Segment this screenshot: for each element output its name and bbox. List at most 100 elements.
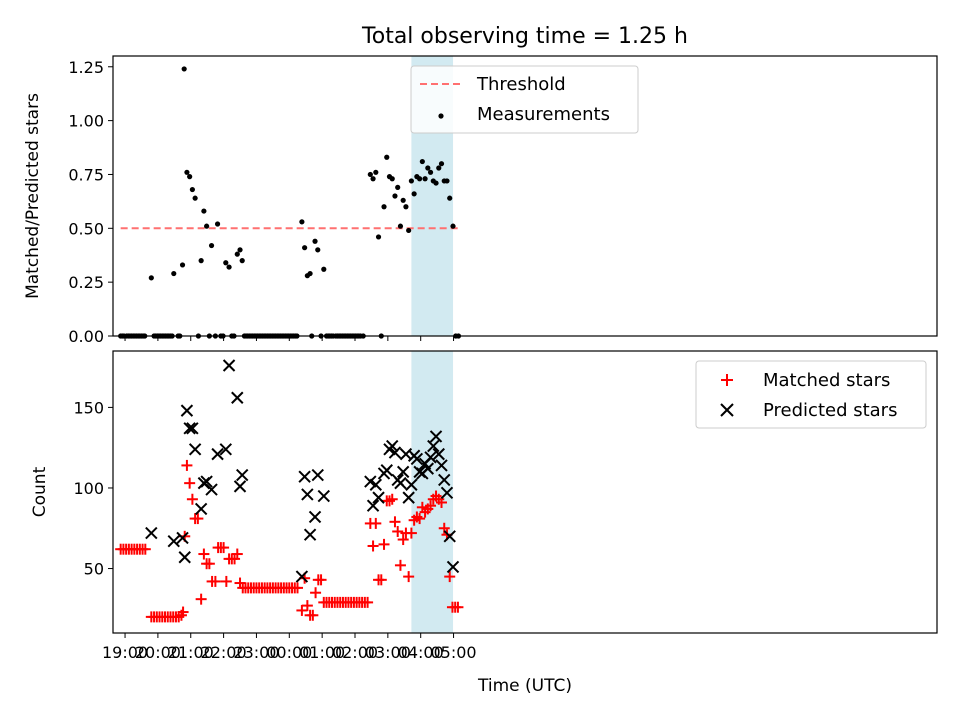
legend-threshold-label: Threshold — [476, 74, 566, 95]
measurement-point — [384, 154, 390, 160]
predicted-star-point — [429, 430, 443, 443]
measurement-point — [239, 258, 245, 264]
predicted-star-point — [180, 404, 194, 417]
predicted-star-point — [205, 483, 218, 496]
predicted-star-point — [394, 476, 407, 490]
matched-star-point — [392, 525, 404, 537]
predicted-star-point — [303, 528, 317, 541]
measurement-point — [450, 223, 456, 229]
measurement-point — [223, 260, 229, 266]
measurement-point — [189, 186, 195, 193]
measurement-point — [204, 223, 210, 229]
measurement-point — [237, 247, 243, 253]
matched-star-point — [186, 493, 198, 505]
matched-star-point — [218, 542, 230, 554]
measurement-point — [433, 180, 439, 186]
matched-star-point — [444, 571, 456, 583]
measurement-point — [422, 176, 428, 182]
x-tick-label: 04:00 — [398, 643, 444, 662]
predicted-star-point — [311, 468, 324, 482]
measurement-point — [148, 275, 154, 281]
measurement-point — [406, 227, 412, 234]
measurement-point — [381, 204, 387, 210]
measurement-point — [400, 197, 406, 203]
matched-star-point — [362, 596, 374, 608]
ratio-y-ticks: 0.00 0.25 0.50 0.75 1.00 1.25 — [68, 58, 113, 346]
matched-star-point — [405, 527, 417, 539]
predicted-star-point — [145, 526, 158, 540]
predicted-star-point — [178, 551, 191, 564]
matched-star-point — [394, 559, 406, 571]
measurement-point — [417, 176, 423, 182]
measurement-point — [411, 191, 417, 197]
legend-matched-swatch — [721, 374, 733, 386]
y-tick-label: 1.00 — [68, 112, 104, 131]
predicted-star-point — [200, 475, 213, 488]
predicted-star-point — [183, 422, 196, 435]
ratio-points-group — [118, 66, 462, 339]
predicted-star-point — [396, 465, 410, 479]
matched-star-point — [378, 538, 390, 550]
ratio-panel: 0.00 0.25 0.50 0.75 1.00 1.25 Matched/Predict… — [23, 55, 938, 346]
measurement-point — [392, 193, 398, 199]
matched-star-point — [181, 459, 193, 471]
x-tick-label: 21:00 — [168, 643, 214, 662]
measurement-point — [201, 208, 207, 214]
measurement-point — [444, 178, 450, 184]
matched-star-point — [307, 609, 319, 621]
matched-star-point — [139, 543, 151, 555]
measurement-point — [181, 66, 187, 72]
predicted-star-point — [440, 486, 454, 500]
predicted-star-point — [308, 510, 322, 524]
matched-star-point — [370, 517, 382, 529]
matched-star-point — [209, 575, 221, 587]
x-tick-label: 22:00 — [201, 643, 247, 662]
y-tick-label: 150 — [73, 398, 104, 417]
count-legend-box — [695, 360, 927, 429]
predicted-star-point — [366, 499, 380, 512]
matched-star-point — [389, 516, 401, 528]
measurement-point — [307, 270, 313, 277]
measurement-point — [447, 195, 453, 201]
measurement-point — [408, 178, 414, 184]
legend-measurements-swatch — [438, 113, 444, 119]
predicted-star-point — [233, 480, 247, 493]
predicted-star-point — [301, 488, 314, 501]
predicted-star-point — [372, 491, 385, 504]
matched-star-point — [195, 593, 207, 605]
count-x-ticks: 19:0020:0021:0022:0023:0000:0001:0002:00… — [102, 633, 477, 662]
matched-star-point — [425, 500, 437, 512]
x-tick-label: 03:00 — [365, 643, 411, 662]
measurement-point — [373, 169, 379, 175]
measurement-point — [397, 223, 404, 229]
x-tick-label: 05:00 — [430, 643, 476, 662]
matched-star-point — [310, 587, 322, 599]
predicted-star-point — [435, 459, 448, 472]
x-tick-label: 00:00 — [266, 643, 312, 662]
matched-star-point — [403, 571, 415, 583]
measurement-point — [436, 165, 442, 171]
matched-star-point — [315, 574, 327, 586]
measurement-point — [226, 264, 232, 270]
matched-star-point — [184, 477, 196, 489]
predicted-star-point — [236, 468, 249, 482]
measurement-point — [192, 195, 198, 201]
legend-matched-label: Matched stars — [763, 370, 890, 391]
matched-star-point — [292, 582, 304, 594]
measurement-point — [321, 266, 327, 272]
measurement-point — [389, 176, 395, 182]
predicted-star-point — [295, 570, 309, 583]
y-tick-label: 0.50 — [68, 219, 104, 238]
y-tick-label: 50 — [84, 560, 104, 579]
measurement-point — [403, 204, 409, 210]
x-tick-label: 19:00 — [102, 643, 148, 662]
x-tick-label: 02:00 — [332, 643, 378, 662]
predicted-star-point — [219, 443, 232, 456]
predicted-star-point — [188, 443, 202, 456]
matched-star-point — [452, 601, 464, 613]
count-axes-frame — [112, 350, 938, 634]
measurement-point — [179, 262, 186, 268]
predicted-star-point — [186, 422, 199, 435]
ratio-legend-box — [410, 65, 639, 134]
